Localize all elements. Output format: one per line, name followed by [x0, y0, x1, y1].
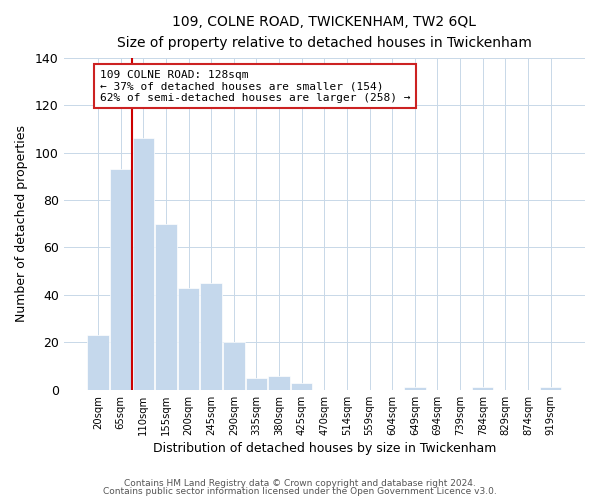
- Title: 109, COLNE ROAD, TWICKENHAM, TW2 6QL
Size of property relative to detached house: 109, COLNE ROAD, TWICKENHAM, TW2 6QL Siz…: [117, 15, 532, 50]
- Bar: [155, 224, 177, 390]
- Bar: [88, 336, 109, 390]
- Bar: [200, 283, 222, 390]
- Bar: [268, 376, 290, 390]
- Bar: [404, 388, 425, 390]
- Text: 109 COLNE ROAD: 128sqm
← 37% of detached houses are smaller (154)
62% of semi-de: 109 COLNE ROAD: 128sqm ← 37% of detached…: [100, 70, 410, 103]
- Text: Contains public sector information licensed under the Open Government Licence v3: Contains public sector information licen…: [103, 487, 497, 496]
- Bar: [246, 378, 267, 390]
- Bar: [178, 288, 199, 390]
- X-axis label: Distribution of detached houses by size in Twickenham: Distribution of detached houses by size …: [152, 442, 496, 455]
- Bar: [110, 169, 131, 390]
- Bar: [223, 342, 245, 390]
- Bar: [540, 388, 562, 390]
- Bar: [291, 382, 313, 390]
- Bar: [472, 388, 493, 390]
- Y-axis label: Number of detached properties: Number of detached properties: [15, 126, 28, 322]
- Bar: [133, 138, 154, 390]
- Text: Contains HM Land Registry data © Crown copyright and database right 2024.: Contains HM Land Registry data © Crown c…: [124, 478, 476, 488]
